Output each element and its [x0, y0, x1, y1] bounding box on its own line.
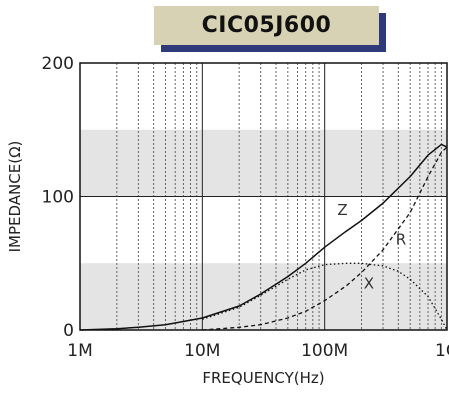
x-tick-label: 100M [301, 341, 348, 361]
chart-title-box: CIC05J600 [154, 6, 386, 52]
series-label-x: X [364, 275, 374, 293]
series-label-r: R [396, 231, 406, 249]
y-tick-label: 100 [42, 188, 74, 208]
series-labels: Z R X [337, 201, 406, 292]
series-x-line [202, 262, 448, 331]
title-plate: CIC05J600 [154, 6, 379, 45]
y-tick-labels: 0 100 200 [42, 54, 74, 341]
x-tick-label: 10M [184, 341, 220, 361]
y-tick-label: 200 [42, 54, 74, 74]
grid-lines [79, 63, 448, 330]
curves [79, 143, 448, 331]
x-tick-label: 1M [67, 341, 92, 361]
chart-title: CIC05J600 [201, 13, 332, 38]
series-label-z: Z [337, 201, 347, 219]
background-bands [80, 129, 447, 330]
x-axis-label: FREQUENCY(Hz) [202, 369, 324, 387]
band-upper [80, 129, 447, 197]
series-z-line [79, 143, 448, 331]
series-r-line [202, 146, 448, 331]
plot-frame [79, 62, 448, 331]
band-lower [80, 263, 447, 330]
x-tick-label: 1G [435, 341, 449, 361]
y-tick-label: 0 [63, 321, 74, 341]
y-axis-label: IMPEDANCE(Ω) [6, 141, 24, 253]
x-tick-labels: 1M 10M 100M 1G [67, 341, 449, 361]
